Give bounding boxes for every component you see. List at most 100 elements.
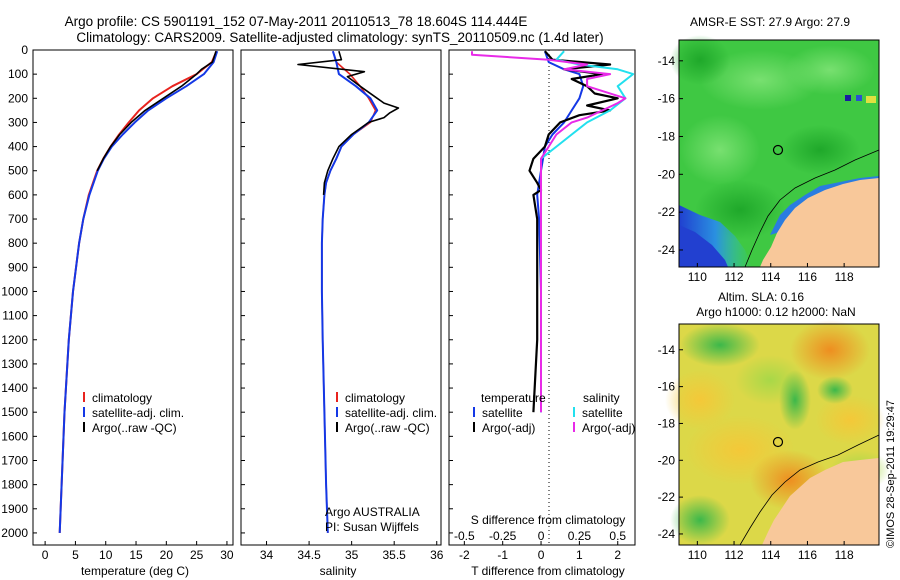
series-line-t-satellite: [536, 50, 585, 413]
sla-map-high-patch: [790, 320, 870, 380]
series-line-satellite-adj-clim-: [320, 50, 379, 533]
map-lat-tick-label: -20: [658, 167, 676, 181]
sst-map: [670, 35, 880, 268]
depth-tick-label: 2000: [1, 526, 28, 540]
x-tick-label: -2: [459, 548, 470, 562]
sst-map-warm-patch: [680, 115, 760, 185]
map-lon-tick-label: 116: [798, 270, 817, 284]
depth-tick-label: 500: [8, 164, 28, 178]
depth-tick-label: 0: [21, 43, 28, 57]
legend-label-s-argo: Argo(-adj): [582, 421, 635, 435]
x-tick-label: 15: [129, 548, 143, 562]
difference-x-axis: -2 -1 0 1 2 -0.5 -0.25 0 0.25 0.5: [454, 529, 626, 562]
x-tick-label: 25: [190, 548, 204, 562]
depth-tick-label: 400: [8, 140, 28, 154]
difference-xlabel: T difference from climatology: [471, 564, 625, 578]
sst-map-title: AMSR-E SST: 27.9 Argo: 27.9: [690, 15, 850, 29]
depth-tick-label: 1700: [1, 453, 28, 467]
depth-tick-label: 1200: [1, 333, 28, 347]
x-tick-label: 20: [160, 548, 174, 562]
legend-label-argo: Argo(..raw -QC): [345, 421, 430, 435]
series-line-s-argo-adj-: [471, 51, 627, 413]
s-diff-tick-label: -0.25: [489, 529, 517, 543]
sla-map-axes: 110 112 114 116 118 -14 -16 -18 -20 -22 -24: [658, 343, 854, 562]
sla-map-low-patch: [817, 376, 853, 404]
map-lon-tick-label: 114: [761, 548, 780, 562]
x-tick-label: 34.5: [297, 548, 321, 562]
temperature-series: [58, 50, 219, 533]
map-lon-tick-label: 114: [761, 270, 780, 284]
difference-xlabel-top: S difference from climatology: [471, 513, 626, 527]
depth-tick-label: 1300: [1, 357, 28, 371]
sst-map-warm-patch: [785, 45, 875, 95]
x-tick-label: 34: [260, 548, 274, 562]
sla-map-land: [762, 458, 879, 545]
legend-label-t-argo: Argo(-adj): [482, 421, 535, 435]
series-line-climatology: [58, 50, 218, 533]
salinity-plot-frame: [240, 49, 442, 546]
x-tick-label: 0: [42, 548, 49, 562]
legend-label-s-satellite: satellite: [582, 406, 623, 420]
depth-tick-label: 1900: [1, 502, 28, 516]
map-lat-tick-label: -16: [658, 92, 676, 106]
x-tick-label: 30: [220, 548, 234, 562]
map-lon-tick-label: 110: [688, 548, 707, 562]
map-lat-tick-label: -18: [658, 416, 676, 430]
sst-map-frame: [678, 39, 880, 268]
depth-tick-label: 1600: [1, 429, 28, 443]
x-tick-label: 0: [538, 548, 545, 562]
sla-map-high-patch: [665, 370, 735, 430]
depth-tick-label: 100: [8, 67, 28, 81]
sla-map-low-patch: [680, 323, 760, 367]
depth-tick-label: 1000: [1, 284, 28, 298]
sst-map-cool-patch: [670, 35, 730, 85]
map-lon-tick-label: 118: [835, 270, 854, 284]
x-tick-label: 35: [345, 548, 359, 562]
legend-label-satellite: satellite-adj. clim.: [92, 406, 184, 420]
map-lat-tick-label: -20: [658, 453, 676, 467]
difference-legend-salinity: salinity satellite Argo(-adj): [573, 391, 635, 435]
legend-label-climatology: climatology: [345, 391, 405, 405]
map-lat-tick-label: -16: [658, 380, 676, 394]
sst-map-hotspot: [866, 96, 876, 103]
map-lat-tick-label: -22: [658, 490, 676, 504]
depth-tick-label: 200: [8, 91, 28, 105]
temperature-x-axis: 0 5 10 15 20 25 30: [42, 541, 234, 562]
x-tick-label: 2: [614, 548, 621, 562]
map-lat-tick-label: -24: [658, 527, 676, 541]
depth-axis: 0 100 200 300 400 500 600 700 800 900 1000 1100 1200…: [1, 43, 453, 540]
difference-series: [471, 50, 635, 413]
sst-map-cold-water: [679, 225, 728, 267]
difference-plot-frame: [448, 49, 636, 546]
sla-map-low-patch: [779, 370, 811, 430]
temperature-legend: climatology satellite-adj. clim. Argo(..…: [83, 391, 184, 435]
depth-tick-label: 1800: [1, 478, 28, 492]
map-lat-tick-label: -14: [658, 54, 676, 68]
map-lon-tick-label: 116: [798, 548, 817, 562]
series-line-argo-raw-qc-: [96, 50, 217, 172]
float-pi-label: PI: Susan Wijffels: [325, 520, 419, 534]
sla-map-frame: [678, 323, 880, 546]
figure-title-line1: Argo profile: CS 5901191_152 07-May-2011…: [65, 14, 528, 29]
map-lon-tick-label: 112: [724, 548, 743, 562]
imos-credit: ©IMOS 28-Sep-2011 19:29:47: [885, 400, 897, 548]
map-lon-tick-label: 118: [835, 548, 854, 562]
legend-title-salinity: salinity: [583, 391, 620, 405]
series-line-argo-raw-qc-: [297, 50, 400, 195]
series-line-t-argo-adj-: [528, 50, 619, 413]
legend-label-t-satellite: satellite: [482, 406, 523, 420]
sla-map-argo-location: [772, 436, 784, 448]
x-tick-label: 10: [99, 548, 113, 562]
sst-map-cool-patch: [780, 125, 860, 175]
sla-map-bathymetry-contour: [739, 434, 880, 546]
s-diff-tick-label: -0.5: [454, 529, 475, 543]
legend-label-satellite: satellite-adj. clim.: [345, 406, 437, 420]
depth-tick-label: 1100: [2, 309, 28, 323]
map-lat-tick-label: -14: [658, 343, 676, 357]
legend-title-temperature: temperature: [481, 391, 546, 405]
map-lat-tick-label: -22: [658, 205, 676, 219]
sla-map-high-patch: [815, 395, 885, 445]
salinity-xlabel: salinity: [320, 564, 357, 578]
x-tick-label: -1: [497, 548, 508, 562]
